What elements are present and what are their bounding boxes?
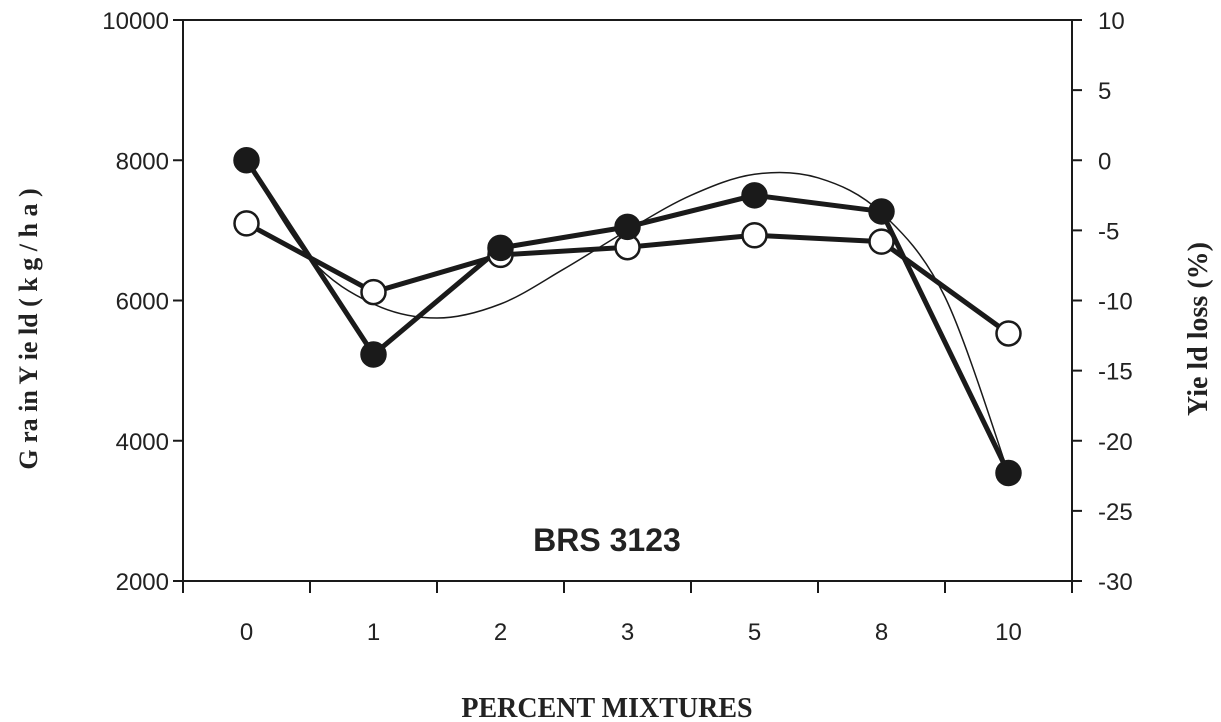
trendline-group bbox=[245, 159, 1010, 474]
x-tick-label: 1 bbox=[367, 619, 380, 646]
x-tick-label: 5 bbox=[748, 619, 761, 646]
left-y-tick-label: 10000 bbox=[102, 8, 169, 35]
series-filled-point bbox=[868, 198, 895, 225]
series-open-point bbox=[233, 210, 260, 237]
polynomial-trendline bbox=[245, 159, 1010, 474]
right-y-tick-label: -15 bbox=[1098, 359, 1133, 386]
left-y-tick-label: 6000 bbox=[116, 289, 169, 316]
series-filled-point bbox=[233, 147, 260, 174]
right-y-tick-label: -5 bbox=[1098, 218, 1119, 245]
plot-frame bbox=[182, 19, 1073, 582]
series-open-point bbox=[360, 278, 387, 306]
right-y-tick-label: -10 bbox=[1098, 289, 1133, 316]
right-y-axis-title: Yie ld loss (%) bbox=[1183, 242, 1214, 416]
series-open-point bbox=[741, 222, 768, 249]
right-y-tick-label: 0 bbox=[1098, 148, 1111, 175]
left-y-tick-label: 2000 bbox=[116, 569, 169, 596]
series-filled-line bbox=[244, 158, 1011, 475]
series-open-point bbox=[868, 228, 895, 255]
right-y-tick-label: -25 bbox=[1098, 499, 1133, 526]
x-tick-label: 8 bbox=[875, 619, 888, 646]
chart-annotation: BRS 3123 bbox=[533, 522, 681, 558]
right-y-tick-label: -30 bbox=[1098, 569, 1133, 596]
right-y-tick-label: 5 bbox=[1098, 78, 1111, 105]
x-tick-label: 0 bbox=[240, 619, 253, 646]
x-tick-label: 10 bbox=[995, 619, 1022, 646]
left-y-tick-label: 8000 bbox=[116, 148, 169, 175]
x-tick-label: 2 bbox=[494, 619, 507, 646]
right-y-tick-label: -20 bbox=[1098, 429, 1133, 456]
x-tick-label: 3 bbox=[621, 619, 634, 646]
labels-group: BRS 3123 PERCENT MIXTURES G ra in Y ie ld … bbox=[14, 188, 1214, 722]
left-y-axis-title: G ra in Y ie ld ( k g / h a ) bbox=[14, 188, 43, 469]
series-filled-point bbox=[614, 213, 641, 241]
series-filled-point bbox=[360, 341, 387, 368]
series-filled-point bbox=[995, 459, 1022, 487]
axes: 2000 4000 6000 8000 10000 -30 -25 -20 -15 -10 -5 0 5… bbox=[102, 8, 1132, 646]
series-filled-point bbox=[487, 234, 514, 262]
left-y-tick-label: 4000 bbox=[116, 429, 169, 456]
right-y-tick-label: 10 bbox=[1098, 8, 1125, 35]
x-axis-title: PERCENT MIXTURES bbox=[461, 693, 752, 722]
series-filled-point bbox=[741, 182, 768, 209]
series-open-point bbox=[995, 320, 1022, 347]
series-group bbox=[233, 147, 1022, 487]
